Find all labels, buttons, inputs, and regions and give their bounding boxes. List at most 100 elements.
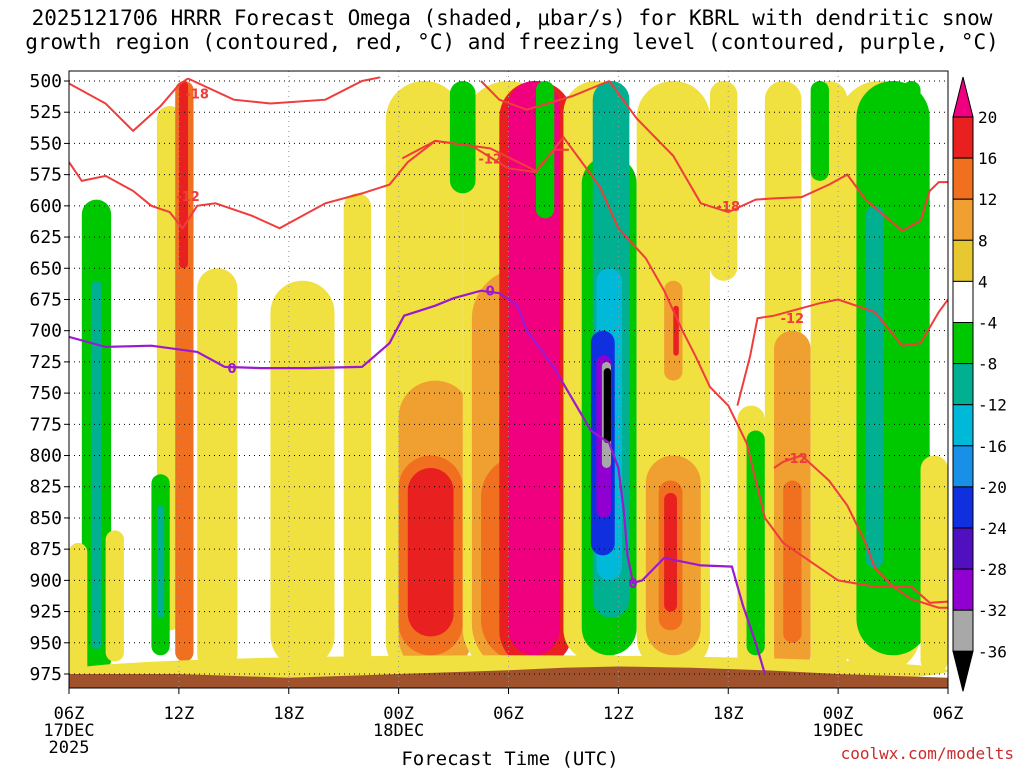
x-tick-label: 00Z bbox=[823, 704, 854, 724]
colorbar-swatch bbox=[952, 486, 974, 529]
y-tick-label: 675 bbox=[29, 289, 62, 310]
omega-cell bbox=[156, 505, 165, 618]
dgz-contour bbox=[69, 135, 948, 604]
y-tick-label: 975 bbox=[29, 664, 62, 685]
y-tick-label: 875 bbox=[29, 539, 62, 560]
x-tick-label: 12Z bbox=[603, 704, 634, 724]
contour-label: -12 bbox=[781, 312, 805, 327]
y-tick-label: 550 bbox=[29, 133, 62, 154]
x-tick-label: 12Z bbox=[164, 704, 195, 724]
omega-cell bbox=[90, 280, 102, 650]
omega-cell bbox=[178, 81, 189, 269]
y-tick-label: 850 bbox=[29, 508, 62, 529]
omega-cell bbox=[343, 193, 372, 674]
omega-cell bbox=[664, 492, 677, 612]
y-tick-label: 650 bbox=[29, 258, 62, 279]
colorbar-label: -4 bbox=[978, 314, 997, 333]
colorbar-label: 12 bbox=[978, 190, 997, 209]
omega-cell bbox=[197, 268, 238, 674]
axes: 500 525 550 575 600 625 650 675 700 725 750 775 800 8… bbox=[29, 71, 963, 758]
colorbar-swatch bbox=[952, 239, 974, 282]
omega-cell bbox=[535, 81, 555, 219]
omega-cell bbox=[865, 205, 884, 568]
title-line-1: 2025121706 HRRR Forecast Omega (shaded, … bbox=[31, 6, 993, 30]
dgz-contour bbox=[736, 298, 948, 406]
colorbar-label: -8 bbox=[978, 355, 997, 374]
omega-cell bbox=[449, 81, 476, 194]
colorbar-label: 8 bbox=[978, 231, 988, 250]
contour-label: 0 bbox=[227, 362, 236, 377]
omega-cell bbox=[920, 455, 948, 674]
omega-cell bbox=[288, 430, 317, 618]
x-tick-label: 06Z bbox=[54, 704, 85, 724]
contour-label: -18 bbox=[185, 87, 209, 102]
colorbar-label: -12 bbox=[978, 396, 1007, 415]
colorbar-swatch bbox=[952, 445, 974, 488]
chart-title: 2025121706 HRRR Forecast Omega (shaded, … bbox=[0, 6, 1024, 54]
colorbar-swatch bbox=[952, 363, 974, 406]
y-tick-label: 925 bbox=[29, 602, 62, 623]
y-tick-label: 775 bbox=[29, 414, 62, 435]
x-tick-year: 2025 bbox=[49, 738, 90, 758]
x-tick-label: 06Z bbox=[493, 704, 524, 724]
y-tick-label: 575 bbox=[29, 165, 62, 186]
x-tick-label: 18Z bbox=[273, 704, 304, 724]
title-line-2: growth region (contoured, red, °C) and f… bbox=[25, 30, 999, 54]
colorbar-swatch bbox=[952, 404, 974, 447]
colorbar-swatch bbox=[952, 280, 974, 323]
omega-cell bbox=[407, 468, 454, 637]
omega-cell bbox=[603, 368, 612, 444]
colorbar-label: 16 bbox=[978, 149, 997, 168]
contour-label: -12 bbox=[176, 190, 200, 205]
colorbar-bottom-arrow bbox=[952, 650, 974, 692]
x-tick-date: 19DEC bbox=[813, 721, 864, 741]
y-tick-label: 500 bbox=[29, 71, 62, 92]
colorbar-swatch bbox=[952, 527, 974, 570]
x-tick-label: 06Z bbox=[933, 704, 964, 724]
dgz-contour bbox=[480, 80, 610, 111]
omega-cell bbox=[810, 81, 829, 181]
colorbar-label: -28 bbox=[978, 560, 1007, 579]
y-tick-label: 600 bbox=[29, 196, 62, 217]
contour-label: 0 bbox=[629, 577, 638, 592]
colorbar-swatch bbox=[952, 322, 974, 365]
contour-label: 0 bbox=[486, 285, 495, 300]
x-tick-date: 17DEC bbox=[43, 721, 94, 741]
y-tick-label: 900 bbox=[29, 570, 62, 591]
dgz-contour bbox=[69, 77, 189, 133]
x-tick-label: 00Z bbox=[383, 704, 414, 724]
colorbar-label: -16 bbox=[978, 437, 1007, 456]
x-axis-label: Forecast Time (UTC) bbox=[401, 748, 618, 768]
freezing-level-contour bbox=[69, 289, 766, 675]
y-tick-label: 725 bbox=[29, 352, 62, 373]
x-tick-date: 18DEC bbox=[373, 721, 424, 741]
contour-labels: -18 -12 -12 -18 -12 -12 0 0 0 bbox=[176, 87, 808, 592]
colorbar-label: -32 bbox=[978, 601, 1007, 620]
contour-label: -12 bbox=[478, 152, 502, 167]
omega-cell bbox=[69, 542, 88, 687]
dgz-contour bbox=[608, 80, 948, 233]
colorbar-swatch bbox=[952, 609, 974, 652]
omega-cell bbox=[709, 81, 738, 281]
y-tick-label: 825 bbox=[29, 477, 62, 498]
colorbar: 20 16 12 8 4 -4 -8 -12 -16 -20 -24 -28 -32 -36 bbox=[952, 76, 1007, 692]
colorbar-swatch bbox=[952, 198, 974, 241]
colorbar-top-arrow bbox=[952, 76, 974, 118]
omega-cell bbox=[902, 81, 921, 219]
colorbar-label: -36 bbox=[978, 642, 1007, 661]
contour-label: -12 bbox=[784, 452, 808, 467]
credit-text: coolwx.com/modelts bbox=[840, 744, 1014, 763]
colorbar-label: 20 bbox=[978, 108, 997, 127]
contours bbox=[69, 76, 948, 675]
omega-cell bbox=[508, 81, 560, 656]
y-tick-label: 800 bbox=[29, 446, 62, 467]
colorbar-swatch bbox=[952, 116, 974, 159]
y-tick-label: 625 bbox=[29, 227, 62, 248]
colorbar-label: 4 bbox=[978, 272, 988, 291]
colorbar-swatch bbox=[952, 157, 974, 200]
dgz-contour bbox=[187, 76, 381, 105]
colorbar-label: -24 bbox=[978, 519, 1007, 538]
y-tick-label: 525 bbox=[29, 102, 62, 123]
colorbar-swatch bbox=[952, 568, 974, 611]
